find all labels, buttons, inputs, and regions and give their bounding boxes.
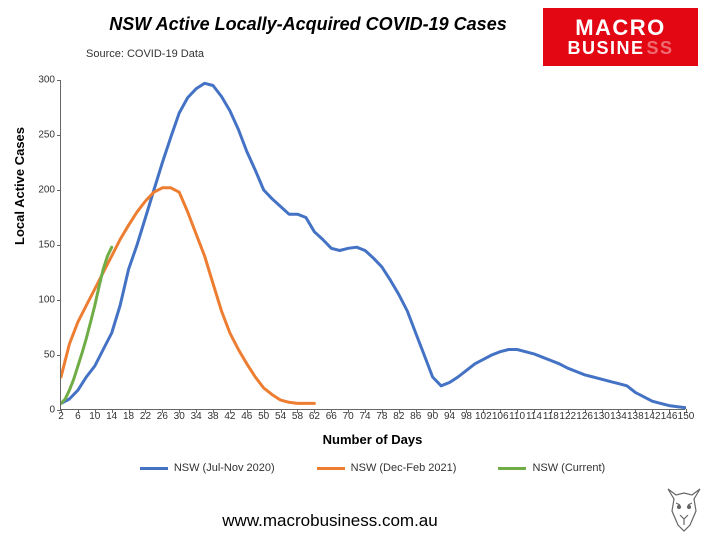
- y-tick-label: 300: [38, 75, 61, 86]
- x-tick-label: 142: [644, 411, 661, 422]
- source-label: Source: COVID-19 Data: [86, 48, 204, 60]
- legend-item: NSW (Jul-Nov 2020): [140, 462, 275, 474]
- source-url: www.macrobusiness.com.au: [0, 511, 660, 531]
- legend-label: NSW (Dec-Feb 2021): [351, 462, 457, 474]
- x-tick-label: 70: [343, 411, 354, 422]
- legend-label: NSW (Jul-Nov 2020): [174, 462, 275, 474]
- x-tick-label: 118: [543, 411, 559, 422]
- x-tick-label: 86: [410, 411, 421, 422]
- legend-item: NSW (Dec-Feb 2021): [317, 462, 457, 474]
- x-tick-label: 26: [157, 411, 168, 422]
- x-tick-label: 130: [593, 411, 610, 422]
- x-tick-label: 22: [140, 411, 151, 422]
- logo-line-2a: BUSINE: [567, 38, 644, 58]
- x-tick-label: 46: [241, 411, 252, 422]
- x-tick-label: 2: [58, 411, 64, 422]
- series-line: [61, 188, 314, 404]
- plot-area: 0501001502002503002610141822263034384246…: [60, 80, 685, 410]
- x-tick-label: 110: [509, 411, 525, 422]
- chart-container: NSW Active Locally-Acquired COVID-19 Cas…: [0, 0, 718, 537]
- x-tick-label: 30: [174, 411, 185, 422]
- series-line: [61, 83, 686, 408]
- logo-line-2b: SS: [647, 38, 674, 58]
- x-tick-label: 42: [224, 411, 235, 422]
- x-tick-label: 134: [610, 411, 627, 422]
- x-tick-label: 94: [444, 411, 455, 422]
- wolf-icon: [662, 485, 706, 533]
- x-tick-label: 82: [393, 411, 404, 422]
- x-tick-label: 126: [576, 411, 593, 422]
- x-tick-label: 58: [292, 411, 303, 422]
- legend-swatch: [140, 467, 168, 470]
- x-tick-label: 78: [376, 411, 387, 422]
- x-tick-label: 10: [89, 411, 100, 422]
- chart-title: NSW Active Locally-Acquired COVID-19 Cas…: [78, 14, 538, 35]
- x-tick-label: 98: [461, 411, 472, 422]
- x-tick-label: 50: [258, 411, 269, 422]
- series-line: [61, 247, 112, 403]
- x-tick-label: 114: [526, 411, 542, 422]
- legend-item: NSW (Current): [498, 462, 605, 474]
- y-tick-label: 100: [38, 295, 61, 306]
- brand-logo: MACRO BUSINESS: [543, 8, 698, 66]
- legend-swatch: [498, 467, 526, 470]
- x-tick-label: 102: [475, 411, 492, 422]
- legend: NSW (Jul-Nov 2020) NSW (Dec-Feb 2021) NSW …: [60, 462, 685, 474]
- x-tick-label: 122: [559, 411, 576, 422]
- legend-swatch: [317, 467, 345, 470]
- x-tick-label: 66: [326, 411, 337, 422]
- x-tick-label: 106: [492, 411, 509, 422]
- x-tick-label: 150: [678, 411, 695, 422]
- y-tick-label: 200: [38, 185, 61, 196]
- legend-label: NSW (Current): [532, 462, 605, 474]
- x-tick-label: 146: [661, 411, 678, 422]
- x-tick-label: 74: [359, 411, 370, 422]
- x-tick-label: 90: [427, 411, 438, 422]
- x-tick-label: 6: [75, 411, 81, 422]
- x-axis-label: Number of Days: [60, 432, 685, 447]
- logo-line-1: MACRO: [575, 16, 666, 39]
- y-axis-label: Local Active Cases: [12, 127, 27, 245]
- y-tick-label: 250: [38, 130, 61, 141]
- x-tick-label: 14: [106, 411, 117, 422]
- y-tick-label: 50: [44, 350, 61, 361]
- y-tick-label: 150: [38, 240, 61, 251]
- logo-line-2: BUSINESS: [567, 39, 673, 58]
- x-tick-label: 34: [191, 411, 202, 422]
- x-tick-label: 62: [309, 411, 320, 422]
- x-tick-label: 18: [123, 411, 134, 422]
- series-svg: [61, 80, 686, 410]
- x-tick-label: 138: [627, 411, 644, 422]
- x-tick-label: 54: [275, 411, 286, 422]
- x-tick-label: 38: [207, 411, 218, 422]
